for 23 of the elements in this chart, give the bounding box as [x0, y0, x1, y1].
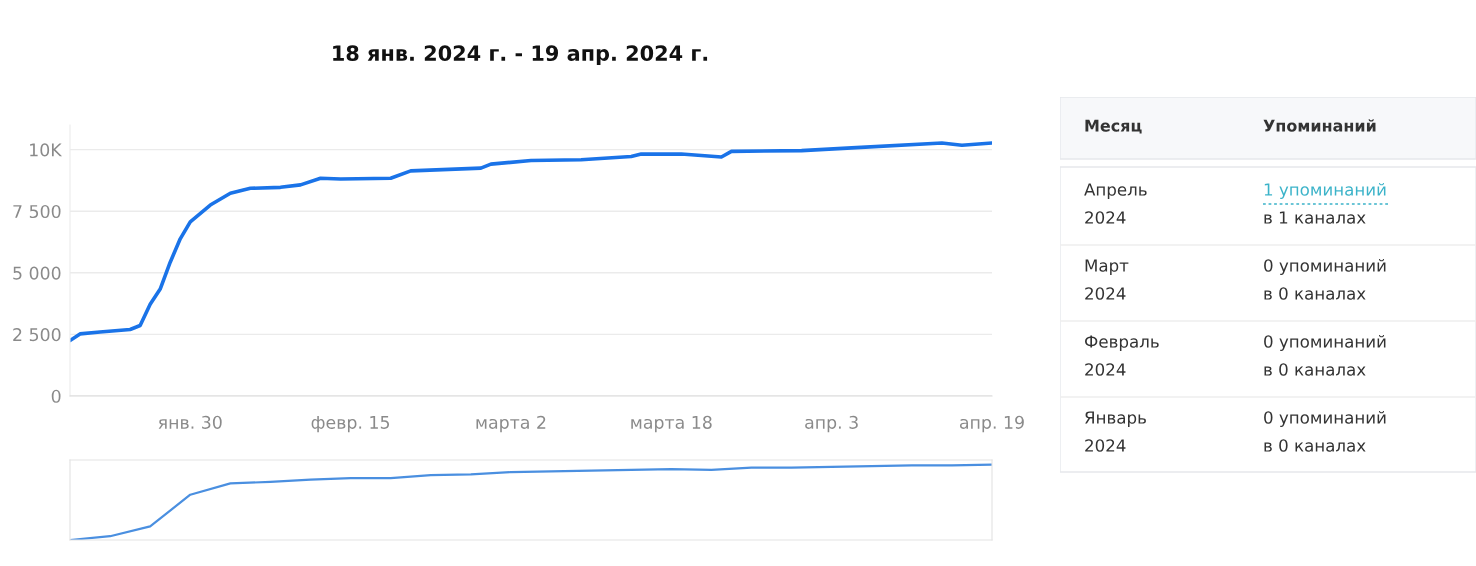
text: 1 упоминаний в 1 каналах — [1264, 183, 1386, 224]
x-tick-label: янв. 30 — [158, 415, 222, 429]
text: 0 упоминаний в 0 каналах — [1264, 335, 1386, 376]
y-tick-label: 7 500 — [13, 204, 61, 219]
line-series — [70, 141, 992, 343]
y-tick-label: 5 000 — [13, 266, 61, 280]
text: Февраль 2024 — [1084, 335, 1159, 376]
chart-title: 18 янв. 2024 г. - 19 апр. 2024 г. — [333, 45, 708, 66]
x-tick-label: февр. 15 — [311, 415, 390, 433]
text: Месяц — [1085, 119, 1142, 134]
y-tick-label: 0 — [51, 389, 61, 403]
text: Март 2024 — [1085, 259, 1129, 300]
x-tick-label: марта 2 — [476, 415, 546, 433]
text: Апрель 2024 — [1084, 183, 1147, 224]
x-tick-label: апр. 3 — [805, 415, 858, 433]
x-tick-label: апр. 19 — [959, 415, 1024, 433]
y-tick-label: 10K — [30, 143, 63, 157]
text: Упоминаний — [1263, 119, 1376, 132]
text: Январь 2024 — [1085, 411, 1146, 452]
text: 0 упоминаний в 0 каналах — [1264, 259, 1386, 300]
y-tick-label: 2 500 — [13, 328, 61, 342]
text: 0 упоминаний в 0 каналах — [1264, 411, 1386, 452]
x-tick-label: марта 18 — [631, 415, 712, 433]
